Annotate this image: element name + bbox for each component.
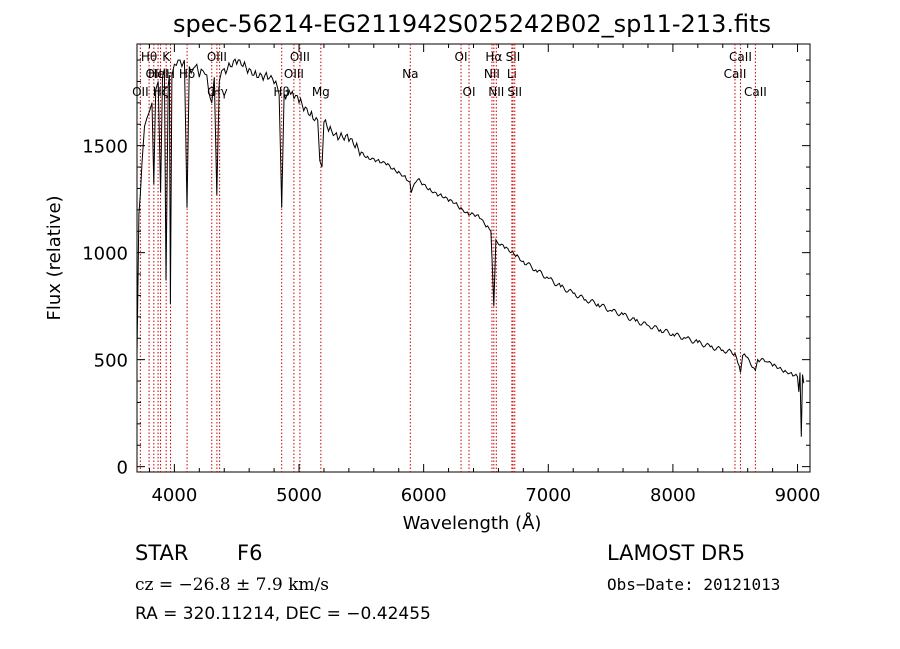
line-marker-label-0: OII [132,85,149,99]
line-marker-label-1: Hθ [141,50,157,64]
survey-name: LAMOST DR5 [607,541,745,565]
x-axis-label: Wavelength (Å) [403,512,542,534]
line-marker-label-22: SII [506,50,521,64]
y-tick-label-3: 1500 [82,137,128,158]
line-marker-label-10: Hγ [212,85,228,99]
y-tick-label-0: 0 [117,458,128,479]
line-marker-label-13: OIII [290,50,310,64]
line-marker-label-25: CaII [729,50,752,64]
line-marker-label-20: NII [488,85,504,99]
chart-title: spec-56214-EG211942S025242B02_sp11-213.f… [173,10,771,38]
line-marker-label-12: OIII [284,67,304,81]
line-marker-label-21: Li [507,67,517,81]
y-axis-ticks: 0 500 1000 1500 [82,59,810,479]
x-axis-ticks: 4000 5000 6000 7000 8000 9000 [148,44,821,506]
series-group [136,58,805,437]
line-marker-label-24: CaII [724,67,747,81]
x-tick-label-1: 5000 [276,485,322,506]
line-marker-label-18: NII [484,67,500,81]
line-marker-label-3: Hel [148,67,168,81]
y-axis-label: Flux (relative) [44,195,65,320]
redshift-value: cz = −26.8 ± 7.9 km/s [135,575,329,595]
line-marker-label-14: Mg [312,85,330,99]
line-marker-label-19: Hα [485,50,502,64]
line-marker-label-17: OI [463,85,476,99]
y-tick-label-2: 1000 [82,244,128,265]
observation-date: Obs−Date: 20121013 [607,575,780,594]
line-marker-label-5: K [162,50,171,64]
line-marker-label-26: CaII [744,85,767,99]
line-marker-label-23: SII [507,85,522,99]
line-marker-label-11: Hβ [273,85,290,99]
coordinates: RA = 320.11214, DEC = −0.42455 [135,604,431,624]
line-marker-label-16: OI [455,50,468,64]
line-marker-label-9: OIII [207,50,227,64]
x-tick-label-2: 6000 [401,485,447,506]
line-marker-label-15: Na [402,67,418,81]
x-tick-label-4: 8000 [650,485,696,506]
x-tick-label-3: 7000 [525,485,571,506]
plot-frame [136,43,811,473]
line-marker-label-7: Hδ [179,67,195,81]
object-type: STAR [135,541,188,565]
line-marker-label-6: H [166,67,175,81]
spectrum-line-0 [136,58,805,437]
y-tick-label-1: 500 [94,351,128,372]
spectral-subclass: F6 [237,541,262,565]
x-tick-label-0: 4000 [151,485,197,506]
line-marker-label-8: G [207,85,216,99]
x-tick-label-5: 9000 [775,485,821,506]
line-marker-label-2: OII [146,67,163,81]
